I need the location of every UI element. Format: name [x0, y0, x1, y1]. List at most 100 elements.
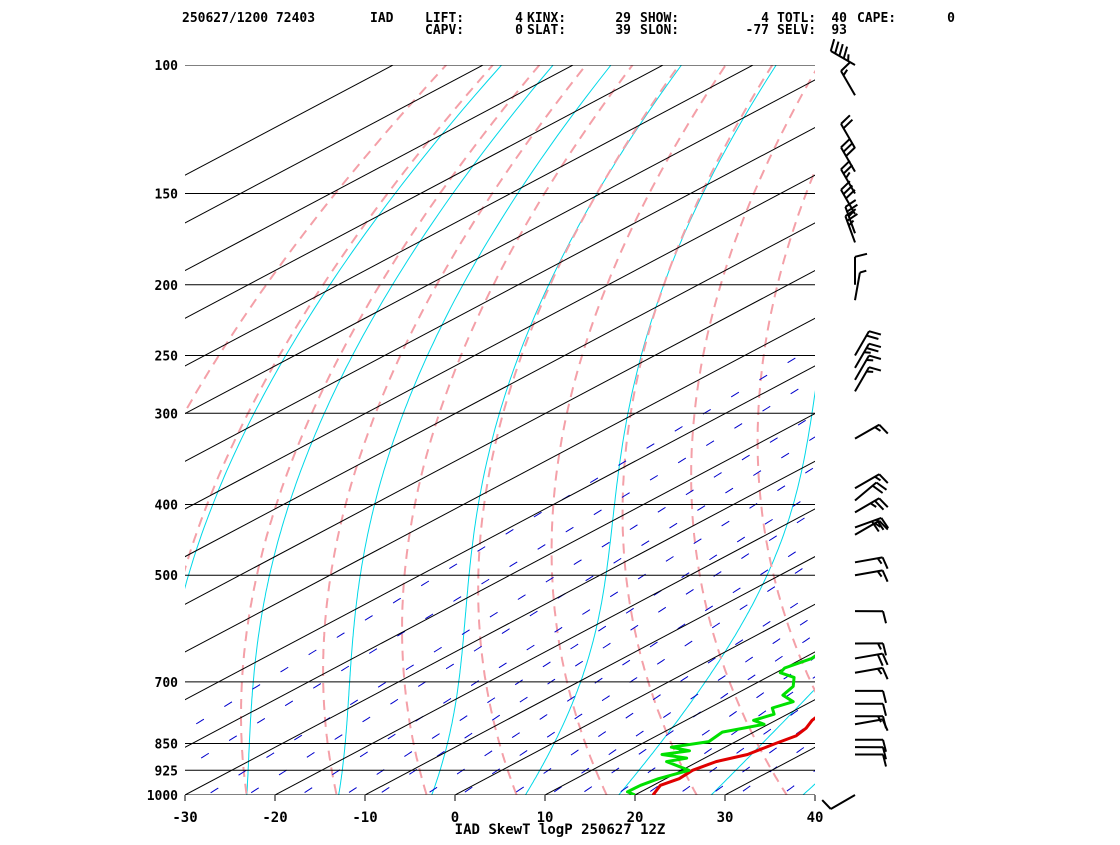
pressure-axis-labels: 100 150 200 250 300 400 500 700 850 925 1000 [147, 59, 178, 804]
dry-adiabat-line [552, 49, 737, 811]
wind-barb [855, 654, 888, 666]
wind-barb [855, 611, 886, 623]
pressure-tick-label: 100 [155, 59, 179, 74]
index-cape-label: CAPE: [857, 11, 896, 26]
isotherm-line [606, 49, 1120, 811]
dry-adiabat-line [822, 49, 979, 811]
dry-adiabat-line [758, 49, 888, 811]
index-cape-value: 0 [947, 11, 955, 26]
moist-adiabats [156, 49, 1120, 811]
isotherm-line [0, 49, 1120, 811]
dry-adiabat-line [945, 49, 1120, 811]
pressure-tick-label: 400 [155, 499, 179, 514]
isotherm-line [426, 49, 1120, 811]
wind-barb [822, 795, 855, 809]
moist-adiabat-line [786, 49, 1120, 811]
wind-barb [855, 271, 866, 301]
isotherms [0, 49, 1120, 811]
pressure-tick-label: 925 [155, 764, 178, 779]
moist-adiabat-line [516, 49, 787, 811]
wind-barb [855, 254, 867, 285]
mixing-ratio-line [223, 49, 1120, 811]
moist-adiabat-line [246, 49, 567, 811]
station-line: 250627/1200 72403 [182, 11, 315, 26]
wind-barb [855, 425, 888, 439]
pressure-tick-label: 200 [155, 279, 179, 294]
isotherm-line [0, 49, 514, 811]
isobars [185, 65, 815, 795]
wind-barb [855, 570, 888, 581]
mixing-ratio-line [437, 49, 1120, 811]
isotherm-line [786, 49, 1120, 811]
mixing-ratio-line [824, 49, 1120, 811]
isotherm-line [246, 49, 1120, 811]
isotherm-line [0, 49, 784, 811]
mixing-ratio-line [656, 49, 1120, 811]
wind-barb [855, 691, 886, 703]
index-capv-label: CAPV: [425, 23, 464, 38]
wind-barb [855, 704, 886, 716]
pressure-tick-label: 850 [155, 737, 179, 752]
dry-adiabat-line [885, 49, 1071, 811]
mixing-ratio-line [277, 49, 1120, 811]
wind-barb [855, 754, 886, 766]
header: 250627/1200 72403 IAD LIFT: 4 KINX: 29 S… [182, 11, 955, 38]
mixing-ratio-line [527, 49, 1120, 811]
mixing-ratio-line [594, 49, 1120, 811]
chart-footer-title: IAD SkewT logP 250627 12Z [455, 822, 666, 838]
pressure-tick-label: 300 [155, 407, 179, 422]
wind-barb [855, 740, 886, 752]
wind-barb [855, 719, 888, 730]
pressure-tick-label: 1000 [147, 789, 178, 804]
isotherm-line [0, 49, 694, 811]
moist-adiabat-line [336, 49, 624, 811]
index-slat-value: 39 [615, 23, 631, 38]
temperature-tick-label: 30 [717, 810, 734, 826]
pressure-tick-label: 500 [155, 569, 179, 584]
dry-adiabats [67, 49, 1120, 811]
temperature-tick-label: -10 [352, 810, 377, 826]
pressure-tick-label: 150 [155, 188, 179, 203]
index-slat-label: SLAT: [527, 23, 566, 38]
index-capv-value: 0 [515, 23, 523, 38]
dewpoint-profile [628, 65, 1120, 795]
dry-adiabat-line [67, 49, 462, 811]
isotherm-line [0, 49, 964, 811]
isotherm-line [336, 49, 1120, 811]
temperature-tick-label: -20 [262, 810, 287, 826]
mixing-ratio-line [402, 49, 1120, 811]
dry-adiabat-line [1061, 49, 1120, 811]
sounding-profiles [628, 65, 1120, 795]
temperature-tick-label: -30 [172, 810, 197, 826]
mixing-ratio-line [354, 49, 1120, 811]
mixing-ratio-line [760, 49, 1120, 811]
isotherm-line [0, 49, 604, 811]
isotherm-line [0, 49, 424, 811]
isotherm-line [156, 49, 1120, 811]
mixing-ratio-line [795, 49, 1120, 811]
temperature-profile [653, 65, 1120, 795]
isotherm-line [876, 49, 1120, 811]
mixing-ratio-line [716, 49, 1120, 811]
mixing-ratio-line [117, 49, 1120, 811]
mixing-ratio-line [183, 49, 1120, 811]
index-selv-label: SELV: [777, 23, 816, 38]
wind-barb [841, 62, 855, 95]
isotherm-line [0, 49, 874, 811]
wind-barb [841, 115, 855, 148]
wind-barb [855, 668, 888, 679]
pressure-tick-label: 250 [155, 349, 179, 364]
isotherm-line [0, 49, 1120, 811]
dry-adiabat-line [1004, 49, 1120, 811]
mixing-ratio-line [321, 49, 1120, 811]
isotherm-line [0, 49, 1054, 811]
wind-barb [845, 200, 857, 233]
wind-barb [855, 557, 888, 568]
pressure-tick-label: 700 [155, 676, 179, 691]
index-slon-label: SLON: [640, 23, 679, 38]
isotherm-line [516, 49, 1120, 811]
index-slon-value: -77 [746, 23, 769, 38]
mixing-ratio-lines [56, 49, 1120, 811]
mixing-ratio-line [56, 49, 1120, 811]
